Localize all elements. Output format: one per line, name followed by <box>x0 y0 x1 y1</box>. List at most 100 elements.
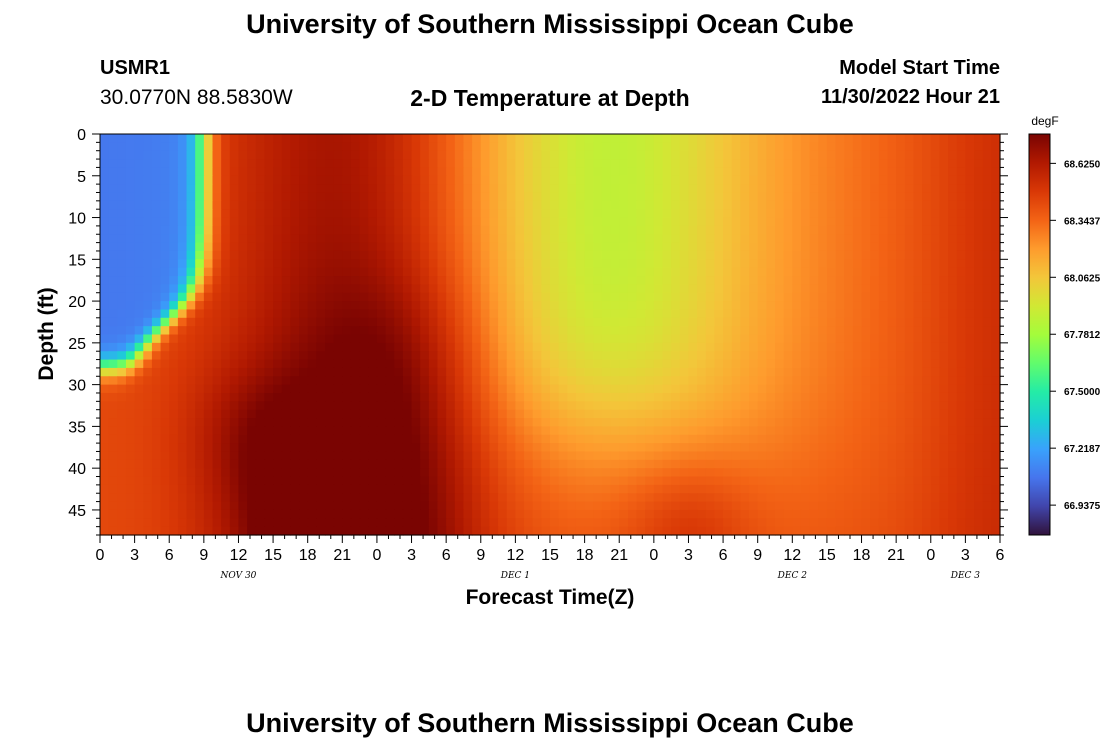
heatmap-cell <box>134 225 144 235</box>
heatmap-cell <box>870 284 880 294</box>
heatmap-cell <box>350 225 361 235</box>
heatmap-cell <box>316 301 326 311</box>
heatmap-cell <box>247 484 257 494</box>
heatmap-cell <box>991 276 1001 285</box>
heatmap-cell <box>316 526 326 536</box>
heatmap-cell <box>904 476 915 486</box>
heatmap-cell <box>446 484 456 494</box>
heatmap-cell <box>809 217 819 227</box>
heatmap-cell <box>723 518 733 528</box>
heatmap-cell <box>394 225 404 235</box>
heatmap-cell <box>325 367 335 377</box>
heatmap-cell <box>463 134 473 143</box>
heatmap-cell <box>290 392 300 402</box>
heatmap-cell <box>922 276 932 285</box>
heatmap-cell <box>411 418 421 427</box>
heatmap-cell <box>584 376 594 386</box>
heatmap-cell <box>229 225 240 235</box>
heatmap-cell <box>290 493 300 503</box>
heatmap-cell <box>757 276 767 285</box>
heatmap-cell <box>653 342 664 352</box>
heatmap-cell <box>567 267 577 277</box>
heatmap-cell <box>480 242 491 252</box>
heatmap-cell <box>212 392 222 402</box>
heatmap-cell <box>731 134 741 143</box>
heatmap-cell <box>619 518 629 528</box>
heatmap-cell <box>342 351 352 361</box>
heatmap-cell <box>307 342 317 352</box>
heatmap-cell <box>792 276 802 285</box>
heatmap-cell <box>575 451 586 461</box>
heatmap-cell <box>922 209 932 219</box>
heatmap-cell <box>653 159 664 169</box>
heatmap-cell <box>930 326 941 336</box>
heatmap-cell <box>350 392 361 402</box>
heatmap-cell <box>922 175 932 185</box>
heatmap-cell <box>575 392 586 402</box>
heatmap-cell <box>887 292 897 302</box>
heatmap-cell <box>567 401 577 411</box>
heatmap-cell <box>273 409 283 419</box>
heatmap-cell <box>567 484 577 494</box>
heatmap-cell <box>939 259 949 269</box>
heatmap-cell <box>601 317 612 327</box>
heatmap-cell <box>662 501 672 511</box>
heatmap-cell <box>844 434 854 444</box>
heatmap-cell <box>411 351 421 361</box>
heatmap-cell <box>177 526 188 536</box>
heatmap-cell <box>316 175 326 185</box>
heatmap-cell <box>376 509 387 519</box>
heatmap-cell <box>229 159 240 169</box>
heatmap-cell <box>757 259 767 269</box>
heatmap-cell <box>342 418 352 427</box>
heatmap-cell <box>203 451 214 461</box>
heatmap-cell <box>394 493 404 503</box>
heatmap-cell <box>956 434 966 444</box>
heatmap-cell <box>463 376 473 386</box>
heatmap-cell <box>299 142 309 152</box>
heatmap-cell <box>221 267 231 277</box>
heatmap-cell <box>125 142 136 152</box>
heatmap-cell <box>229 150 240 160</box>
heatmap-cell <box>887 518 897 528</box>
heatmap-cell <box>299 159 309 169</box>
heatmap-cell <box>100 292 110 302</box>
heatmap-cell <box>385 401 395 411</box>
heatmap-cell <box>290 200 300 210</box>
heatmap-cell <box>186 200 196 210</box>
heatmap-cell <box>428 451 439 461</box>
heatmap-cell <box>783 217 793 227</box>
heatmap-cell <box>852 301 863 311</box>
heatmap-cell <box>714 217 724 227</box>
heatmap-cell <box>974 192 984 202</box>
heatmap-cell <box>151 225 162 235</box>
heatmap-cell <box>108 351 118 361</box>
heatmap-cell <box>610 384 620 394</box>
heatmap-cell <box>290 309 300 319</box>
heatmap-cell <box>705 476 716 486</box>
heatmap-cell <box>558 443 568 453</box>
heatmap-cell <box>826 342 837 352</box>
heatmap-cell <box>870 292 880 302</box>
heatmap-cell <box>818 167 828 177</box>
heatmap-cell <box>558 418 568 427</box>
heatmap-cell <box>800 459 811 469</box>
heatmap-cell <box>273 418 283 427</box>
heatmap-cell <box>177 209 188 219</box>
heatmap-cell <box>939 292 949 302</box>
heatmap-cell <box>264 384 274 394</box>
heatmap-cell <box>852 267 863 277</box>
heatmap-cell <box>212 359 222 369</box>
heatmap-cell <box>506 384 516 394</box>
heatmap-cell <box>428 259 439 269</box>
heatmap-cell <box>818 359 828 369</box>
heatmap-cell <box>376 225 387 235</box>
heatmap-cell <box>948 317 958 327</box>
heatmap-cell <box>982 184 992 194</box>
heatmap-cell <box>982 443 992 453</box>
heatmap-cell <box>653 167 664 177</box>
heatmap-cell <box>878 200 889 210</box>
heatmap-cell <box>506 367 516 377</box>
heatmap-cell <box>437 451 447 461</box>
heatmap-cell <box>835 225 845 235</box>
